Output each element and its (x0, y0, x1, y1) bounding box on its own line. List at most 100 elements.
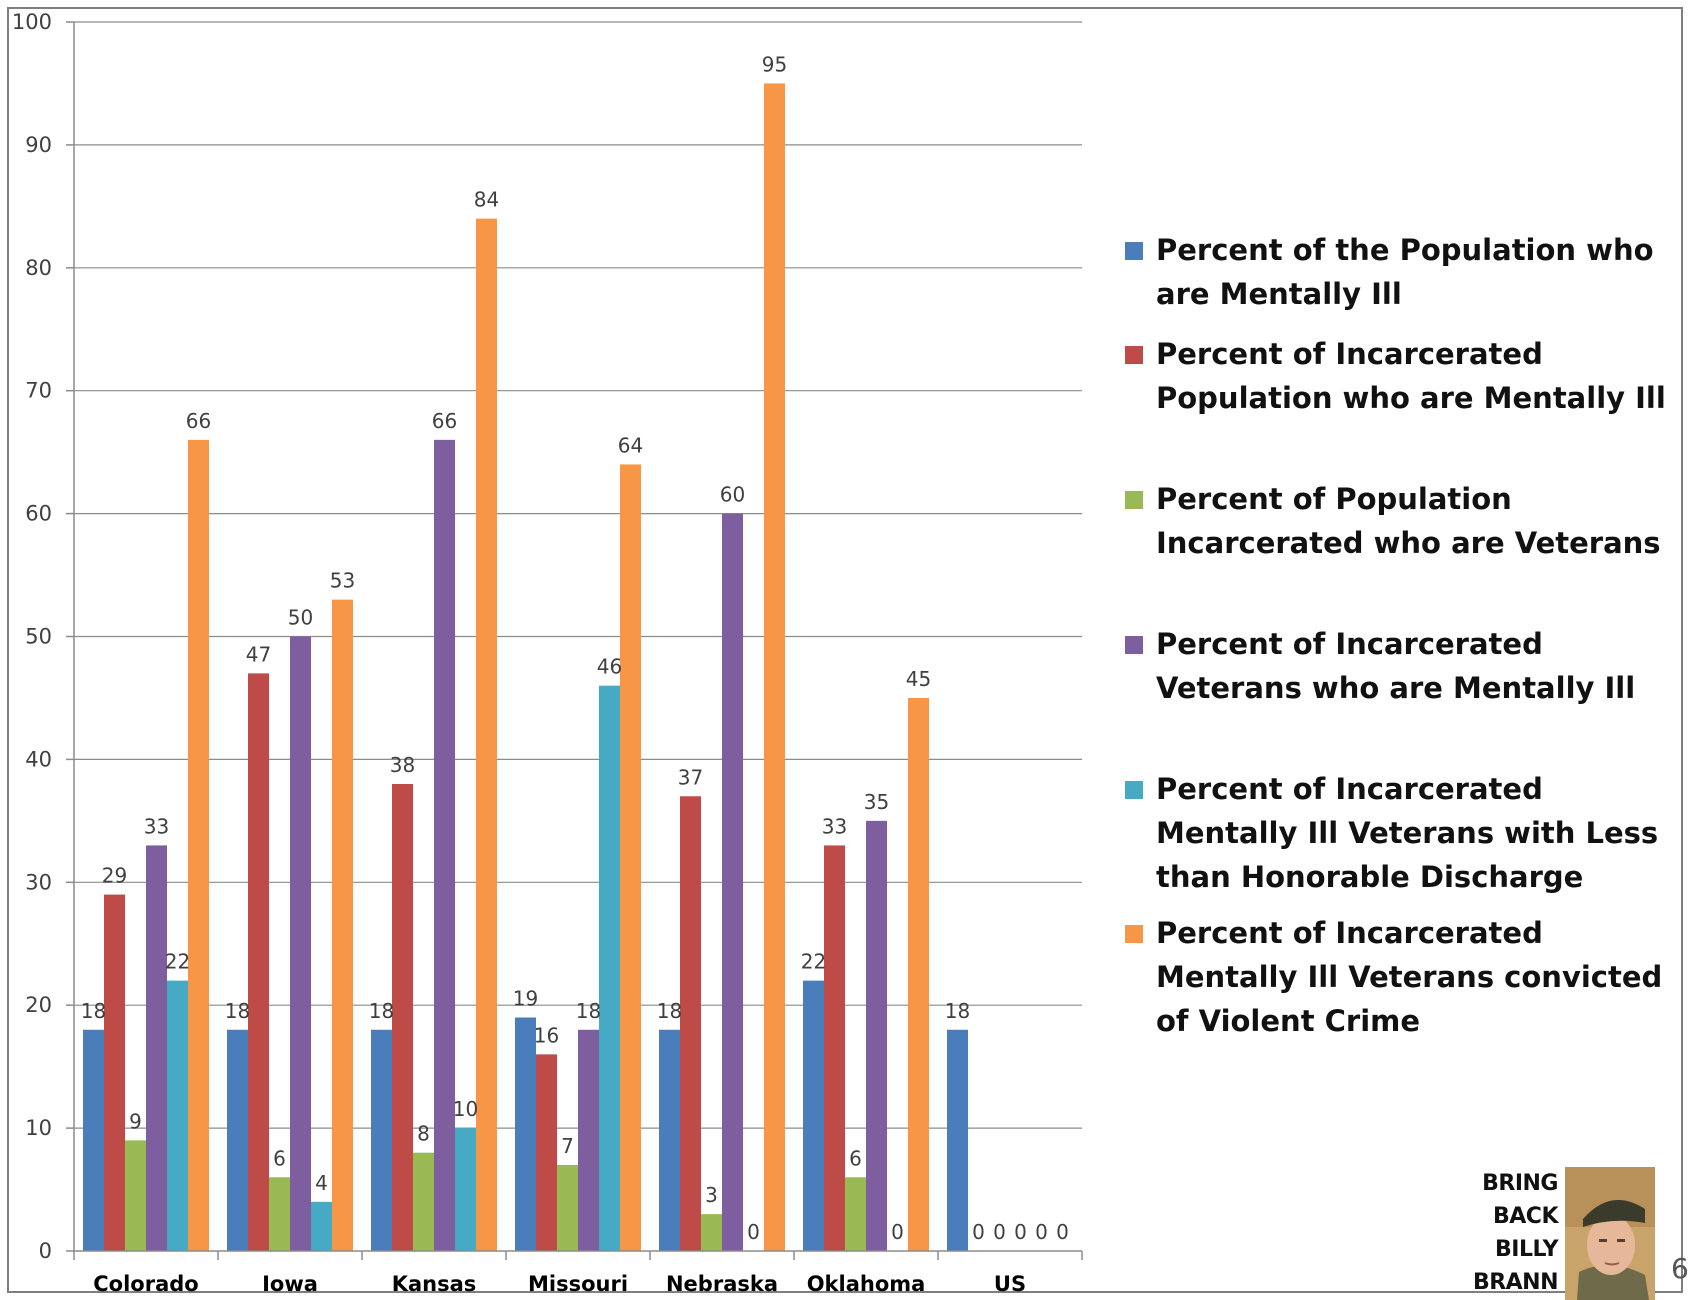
data-label: 3 (705, 1183, 718, 1207)
logo-line: BRING (1482, 1171, 1558, 1196)
data-label: 35 (864, 790, 889, 814)
data-label: 18 (81, 999, 106, 1023)
data-label: 18 (576, 999, 601, 1023)
bar (167, 980, 188, 1251)
bar (515, 1017, 536, 1251)
bar (311, 1201, 332, 1251)
legend-label: Percent of the Population who are Mental… (1156, 233, 1654, 311)
data-label: 64 (618, 433, 643, 457)
gridlines (74, 21, 1082, 1129)
legend-item-violent-crime: Percent of Incarcerated Mentally Ill Vet… (1125, 911, 1685, 1043)
bar (146, 845, 167, 1251)
bar (701, 1214, 722, 1251)
data-label: 18 (225, 999, 250, 1023)
legend-swatch (1125, 636, 1143, 654)
bar (824, 845, 845, 1251)
x-category-label: Oklahoma (807, 1272, 926, 1296)
bar (947, 1029, 968, 1251)
data-label: 19 (513, 986, 538, 1010)
data-label: 60 (720, 483, 745, 507)
legend-item-less-than-honorable: Percent of Incarcerated Mentally Ill Vet… (1125, 767, 1685, 911)
legend-item-incarcerated-veterans: Percent of Population Incarcerated who a… (1125, 477, 1685, 622)
data-label: 8 (417, 1122, 430, 1146)
data-label: 0 (972, 1220, 985, 1244)
y-tick-label: 40 (25, 747, 52, 771)
data-label: 33 (144, 814, 169, 838)
data-label: 10 (453, 1097, 478, 1121)
y-tick-label: 90 (25, 133, 52, 157)
legend-swatch (1125, 346, 1143, 364)
data-label: 4 (315, 1171, 328, 1195)
bring-back-billy-brann-logo: BRING BACK BILLY BRANN (1470, 1167, 1660, 1300)
bar (188, 439, 209, 1251)
legend-label: Percent of Population Incarcerated who a… (1156, 482, 1661, 560)
page-number: 6 (1671, 1252, 1689, 1285)
bar (104, 894, 125, 1251)
y-tick-label: 20 (25, 993, 52, 1017)
bar (659, 1029, 680, 1251)
bar (722, 513, 743, 1251)
bar (803, 980, 824, 1251)
bar (680, 796, 701, 1251)
data-label: 6 (849, 1146, 862, 1170)
bar (764, 83, 785, 1252)
soldier-portrait-icon (1565, 1167, 1655, 1300)
bar (476, 218, 497, 1251)
data-label: 66 (432, 409, 457, 433)
legend: Percent of the Population who are Mental… (1125, 228, 1685, 1043)
legend-label: Percent of Incarcerated Population who a… (1156, 337, 1666, 415)
bar (599, 685, 620, 1251)
data-label: 0 (1056, 1220, 1069, 1244)
data-label: 0 (1035, 1220, 1048, 1244)
data-label: 50 (288, 606, 313, 630)
x-category-label: Missouri (528, 1272, 628, 1296)
data-label: 9 (129, 1109, 142, 1133)
bars (83, 83, 968, 1252)
legend-swatch (1125, 491, 1143, 509)
bar (455, 1128, 476, 1251)
y-tick-label: 0 (39, 1239, 52, 1263)
data-label: 0 (747, 1220, 760, 1244)
data-label: 66 (186, 409, 211, 433)
legend-label: Percent of Incarcerated Mentally Ill Vet… (1156, 916, 1663, 1038)
data-label: 33 (822, 814, 847, 838)
data-label: 84 (474, 188, 499, 212)
data-labels: 18 18 181918221829473816373309687360335066… (81, 52, 1069, 1244)
y-tick-label: 30 (25, 870, 52, 894)
legend-item-incarcerated-mentally-ill: Percent of Incarcerated Population who a… (1125, 332, 1685, 477)
bar (269, 1177, 290, 1251)
data-label: 0 (993, 1220, 1006, 1244)
bar (125, 1140, 146, 1251)
x-category-label: Nebraska (666, 1272, 778, 1296)
bar (332, 599, 353, 1251)
data-label: 29 (102, 864, 127, 888)
logo-text: BRING BACK BILLY BRANN (1470, 1167, 1559, 1299)
data-label: 22 (801, 950, 826, 974)
y-tick-label: 100 (12, 10, 52, 34)
data-label: 37 (678, 765, 703, 789)
legend-label: Percent of Incarcerated Veterans who are… (1156, 627, 1636, 705)
bar (908, 697, 929, 1251)
data-label: 7 (561, 1134, 574, 1158)
bar (578, 1029, 599, 1251)
bar (83, 1029, 104, 1251)
x-category-label: Kansas (392, 1272, 477, 1296)
data-label: 46 (597, 655, 622, 679)
x-category-label: US (994, 1272, 1026, 1296)
bar (371, 1029, 392, 1251)
bar (434, 439, 455, 1251)
logo-line: BACK (1493, 1204, 1559, 1229)
data-label: 53 (330, 569, 355, 593)
data-label: 6 (273, 1146, 286, 1170)
bar (536, 1054, 557, 1251)
legend-label: Percent of Incarcerated Mentally Ill Vet… (1156, 772, 1659, 894)
data-label: 45 (906, 667, 931, 691)
data-label: 38 (390, 753, 415, 777)
legend-item-veterans-mentally-ill: Percent of Incarcerated Veterans who are… (1125, 622, 1685, 767)
y-tick-label: 80 (25, 256, 52, 280)
bar (227, 1029, 248, 1251)
data-label: 18 (945, 999, 970, 1023)
data-label: 18 (657, 999, 682, 1023)
